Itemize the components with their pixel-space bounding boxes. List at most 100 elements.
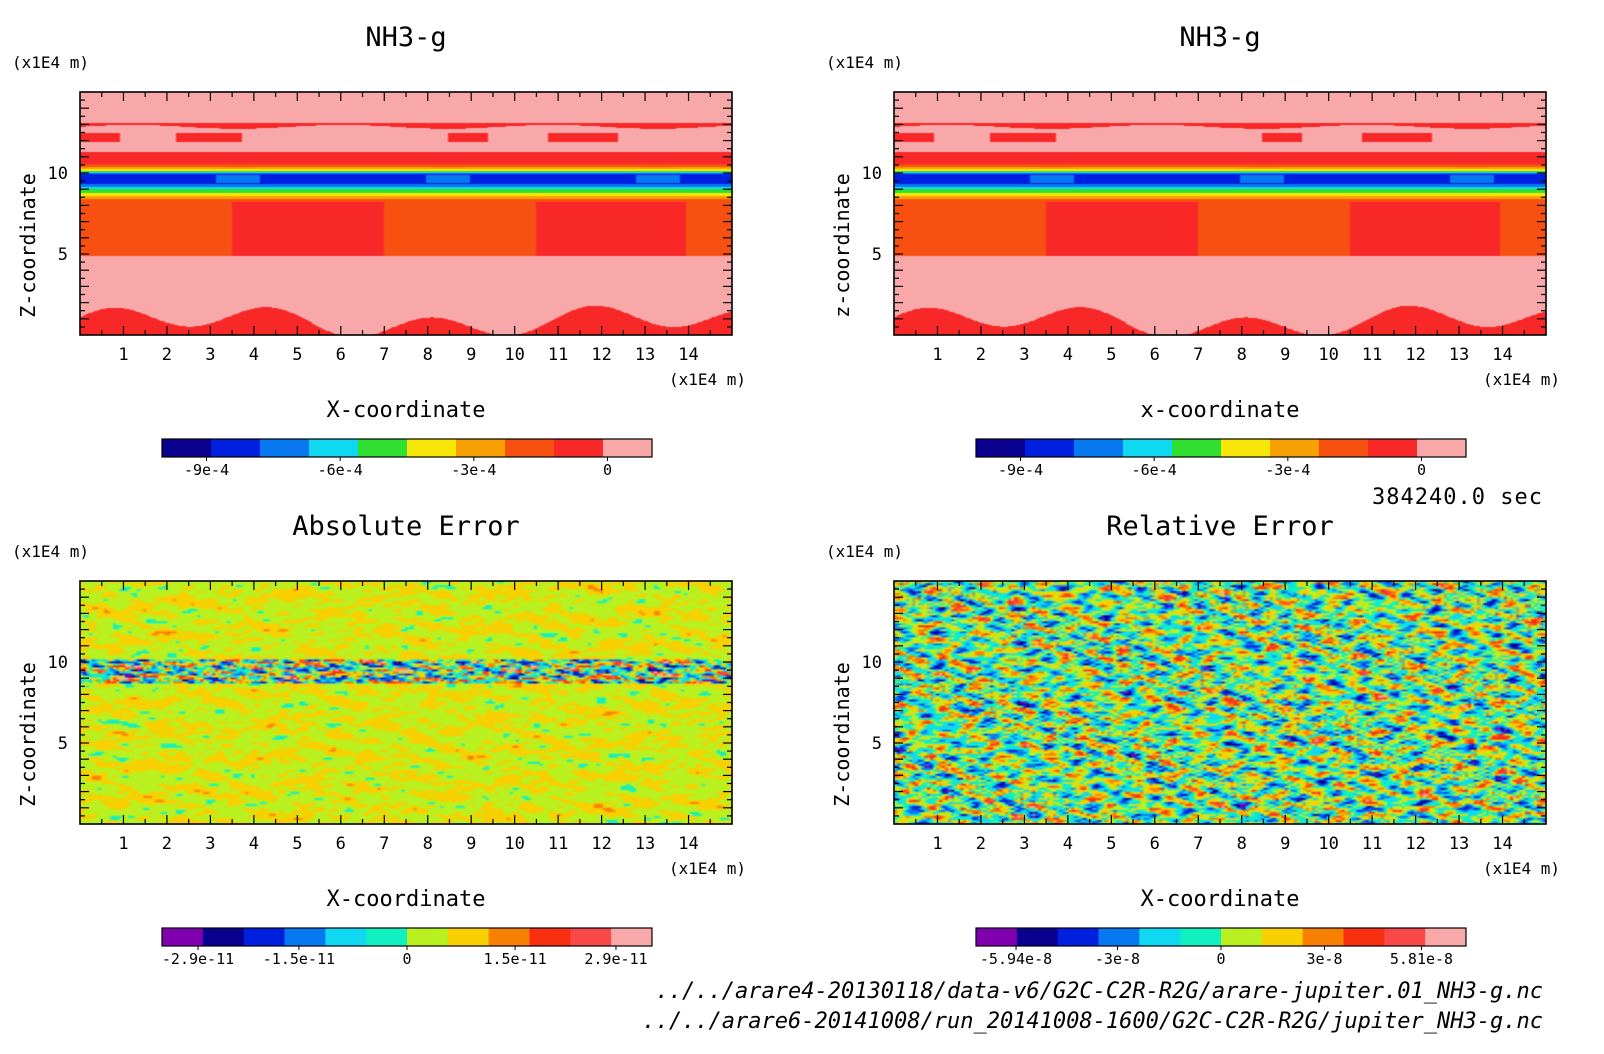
x-axis-label: X-coordinate xyxy=(327,887,486,912)
colorbar-swatch xyxy=(407,928,449,946)
y-axis-label: Z-coordinate xyxy=(16,173,40,318)
x-unit-label: (x1E4 m) xyxy=(1483,859,1560,878)
colorbar-swatch xyxy=(1180,928,1222,946)
x-tick-label: 2 xyxy=(162,345,172,365)
x-tick-label: 6 xyxy=(1150,834,1160,854)
x-tick-label: 3 xyxy=(205,345,215,365)
colorbar-swatch xyxy=(211,439,261,457)
colorbar-label: -6e-4 xyxy=(318,461,363,479)
colorbar-label: 0 xyxy=(603,461,612,479)
x-tick-label: 9 xyxy=(1280,834,1290,854)
x-tick-label: 4 xyxy=(1063,834,1073,854)
x-tick-label: 4 xyxy=(1063,345,1073,365)
colorbar-label: -3e-8 xyxy=(1095,950,1140,968)
colorbar-swatch xyxy=(358,439,408,457)
colorbar-swatch xyxy=(1368,439,1418,457)
colorbar-label: -3e-4 xyxy=(1265,461,1310,479)
y-axis-label: z-coordinate xyxy=(830,173,854,318)
x-tick-label: 4 xyxy=(249,345,259,365)
chart-title: Absolute Error xyxy=(292,511,520,542)
x-unit-label: (x1E4 m) xyxy=(669,370,746,389)
y-tick-label: 10 xyxy=(862,164,882,184)
y-tick-label: 5 xyxy=(58,734,68,754)
y-tick-label: 10 xyxy=(48,164,68,184)
colorbar-label: -1.5e-11 xyxy=(263,950,335,968)
colorbar-swatch xyxy=(1098,928,1140,946)
colorbar-swatch xyxy=(447,928,490,946)
y-unit-label: (x1E4 m) xyxy=(826,53,903,72)
x-tick-label: 2 xyxy=(976,345,986,365)
x-tick-label: 13 xyxy=(1449,834,1469,854)
y-tick-label: 10 xyxy=(862,653,882,673)
y-unit-label: (x1E4 m) xyxy=(12,53,89,72)
x-tick-label: 10 xyxy=(504,834,524,854)
x-tick-label: 3 xyxy=(1019,345,1029,365)
x-tick-label: 8 xyxy=(1237,834,1247,854)
colorbar-label: -5.94e-8 xyxy=(980,950,1052,968)
colorbar-swatch xyxy=(162,928,204,946)
x-axis-label: x-coordinate xyxy=(1141,398,1300,423)
colorbar-swatch xyxy=(554,439,604,457)
x-tick-label: 10 xyxy=(504,345,524,365)
x-tick-label: 7 xyxy=(379,834,389,854)
colorbar-swatch xyxy=(611,928,653,946)
x-tick-label: 3 xyxy=(205,834,215,854)
x-tick-label: 13 xyxy=(635,834,655,854)
x-tick-label: 8 xyxy=(423,834,433,854)
colorbar-swatch xyxy=(1343,928,1385,946)
colorbar-swatch xyxy=(1123,439,1173,457)
x-tick-label: 4 xyxy=(249,834,259,854)
x-tick-label: 11 xyxy=(548,345,568,365)
x-tick-label: 10 xyxy=(1318,834,1338,854)
colorbar-swatch xyxy=(366,928,408,946)
colorbar-swatch xyxy=(603,439,653,457)
x-tick-label: 6 xyxy=(1150,345,1160,365)
y-tick-label: 5 xyxy=(872,245,882,265)
colorbar-swatch xyxy=(488,928,530,946)
colorbar-swatch xyxy=(1221,928,1263,946)
x-tick-label: 10 xyxy=(1318,345,1338,365)
colorbar-label: 2.9e-11 xyxy=(584,950,647,968)
colorbar-label: -9e-4 xyxy=(998,461,1043,479)
colorbar-swatch xyxy=(1270,439,1320,457)
colorbar-label: 0 xyxy=(402,950,411,968)
colorbar-swatch xyxy=(456,439,506,457)
colorbar-swatch xyxy=(243,928,285,946)
x-tick-label: 12 xyxy=(591,834,611,854)
colorbar-swatch xyxy=(325,928,367,946)
colorbar-swatch xyxy=(284,928,326,946)
y-unit-label: (x1E4 m) xyxy=(12,542,89,561)
x-tick-label: 9 xyxy=(466,345,476,365)
x-tick-label: 8 xyxy=(1237,345,1247,365)
footer-file-2: ../../arare6-20141008/run_20141008-1600/… xyxy=(642,1009,1543,1034)
x-tick-label: 1 xyxy=(118,834,128,854)
x-tick-label: 9 xyxy=(466,834,476,854)
x-tick-label: 6 xyxy=(336,345,346,365)
x-tick-label: 5 xyxy=(292,345,302,365)
colorbar-frame xyxy=(161,438,653,458)
x-tick-label: 11 xyxy=(548,834,568,854)
x-tick-label: 11 xyxy=(1362,345,1382,365)
footer-file-1: ../../arare4-20130118/data-v6/G2C-C2R-R2… xyxy=(656,979,1543,1004)
colorbar-swatch xyxy=(1302,928,1344,946)
x-axis-label: X-coordinate xyxy=(1141,887,1300,912)
x-tick-label: 3 xyxy=(1019,834,1029,854)
y-axis-label: Z-coordinate xyxy=(830,662,854,807)
colorbar-swatch xyxy=(570,928,612,946)
y-axis-label: Z-coordinate xyxy=(16,662,40,807)
colorbar-swatch xyxy=(529,928,571,946)
colorbar-label: 3e-8 xyxy=(1306,950,1342,968)
colorbar-label: -9e-4 xyxy=(184,461,229,479)
colorbar-swatch xyxy=(1172,439,1222,457)
colorbar-swatch xyxy=(309,439,359,457)
colorbar-label: -2.9e-11 xyxy=(162,950,234,968)
x-tick-label: 12 xyxy=(1405,834,1425,854)
colorbar-swatch xyxy=(407,439,457,457)
x-tick-label: 1 xyxy=(118,345,128,365)
colorbar-label: 0 xyxy=(1216,950,1225,968)
x-tick-label: 5 xyxy=(1106,834,1116,854)
colorbar-swatch xyxy=(162,439,212,457)
